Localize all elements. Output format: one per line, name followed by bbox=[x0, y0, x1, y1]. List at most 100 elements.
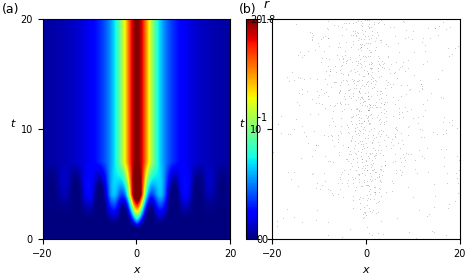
Point bbox=[347, 114, 355, 119]
Point bbox=[291, 78, 298, 82]
Point bbox=[437, 147, 445, 151]
Point bbox=[368, 50, 375, 54]
Point bbox=[351, 142, 358, 147]
Point bbox=[356, 108, 363, 112]
Point bbox=[437, 95, 445, 99]
Point bbox=[331, 124, 339, 128]
Point bbox=[312, 101, 320, 105]
Point bbox=[349, 33, 357, 38]
Point bbox=[369, 61, 376, 65]
Point bbox=[444, 46, 452, 50]
Point bbox=[317, 37, 325, 42]
Point bbox=[378, 166, 385, 171]
Point bbox=[423, 214, 431, 218]
Point bbox=[381, 119, 388, 124]
Point bbox=[374, 113, 382, 117]
Point bbox=[295, 103, 302, 108]
Point bbox=[345, 87, 352, 92]
Point bbox=[372, 201, 379, 205]
Point bbox=[347, 160, 355, 165]
Point bbox=[364, 104, 371, 108]
Point bbox=[373, 79, 380, 83]
Point bbox=[361, 68, 368, 72]
Point bbox=[371, 185, 378, 189]
Point bbox=[330, 144, 337, 148]
Point bbox=[321, 179, 328, 183]
Point bbox=[371, 39, 379, 43]
Point bbox=[380, 107, 388, 111]
Point bbox=[302, 134, 310, 138]
Point bbox=[377, 166, 384, 171]
Point bbox=[349, 21, 357, 25]
Point bbox=[377, 120, 384, 124]
Point bbox=[364, 168, 371, 172]
Point bbox=[359, 142, 367, 147]
Point bbox=[371, 190, 378, 194]
Point bbox=[382, 115, 390, 119]
Point bbox=[318, 183, 326, 188]
Point bbox=[400, 60, 407, 64]
Point bbox=[361, 17, 369, 21]
Point bbox=[368, 81, 375, 85]
Point bbox=[375, 75, 383, 79]
Point bbox=[269, 150, 277, 154]
Point bbox=[354, 141, 361, 145]
Point bbox=[364, 133, 372, 137]
Point bbox=[339, 195, 346, 200]
Point bbox=[374, 148, 382, 152]
Point bbox=[313, 208, 321, 213]
Point bbox=[402, 92, 410, 97]
Point bbox=[366, 50, 374, 54]
Point bbox=[407, 87, 414, 91]
Point bbox=[337, 89, 344, 93]
Point bbox=[335, 150, 343, 154]
Point bbox=[395, 50, 403, 54]
Point bbox=[344, 159, 351, 163]
Point bbox=[355, 172, 363, 177]
Point bbox=[405, 230, 413, 234]
Point bbox=[375, 175, 383, 180]
Point bbox=[358, 171, 366, 175]
Point bbox=[355, 79, 362, 84]
Point bbox=[360, 118, 367, 123]
Point bbox=[356, 42, 364, 46]
Point bbox=[409, 116, 417, 120]
Point bbox=[337, 67, 344, 72]
Point bbox=[327, 67, 334, 72]
Point bbox=[356, 89, 363, 94]
Point bbox=[366, 53, 374, 58]
Point bbox=[357, 64, 365, 69]
Point bbox=[443, 170, 450, 175]
Text: (b): (b) bbox=[238, 3, 256, 16]
Point bbox=[366, 103, 374, 107]
Point bbox=[361, 58, 368, 63]
Point bbox=[360, 84, 368, 88]
Point bbox=[338, 170, 346, 174]
Point bbox=[369, 168, 377, 173]
Point bbox=[337, 116, 345, 120]
Point bbox=[336, 177, 343, 181]
Point bbox=[341, 91, 348, 95]
Point bbox=[342, 157, 350, 161]
Point bbox=[365, 206, 373, 211]
Point bbox=[273, 219, 281, 224]
Point bbox=[355, 131, 362, 135]
Point bbox=[358, 28, 366, 32]
Point bbox=[327, 84, 335, 89]
Point bbox=[381, 22, 388, 26]
Point bbox=[384, 54, 392, 58]
Point bbox=[376, 133, 384, 138]
Point bbox=[317, 86, 325, 91]
Point bbox=[324, 26, 332, 31]
Point bbox=[365, 128, 372, 133]
Point bbox=[370, 197, 378, 201]
Point bbox=[377, 131, 385, 136]
Point bbox=[312, 143, 320, 147]
Point bbox=[375, 174, 383, 178]
Point bbox=[387, 62, 394, 67]
Point bbox=[398, 138, 406, 143]
Point bbox=[367, 112, 375, 116]
Point bbox=[370, 138, 377, 142]
Point bbox=[395, 106, 402, 110]
Point bbox=[351, 126, 358, 131]
